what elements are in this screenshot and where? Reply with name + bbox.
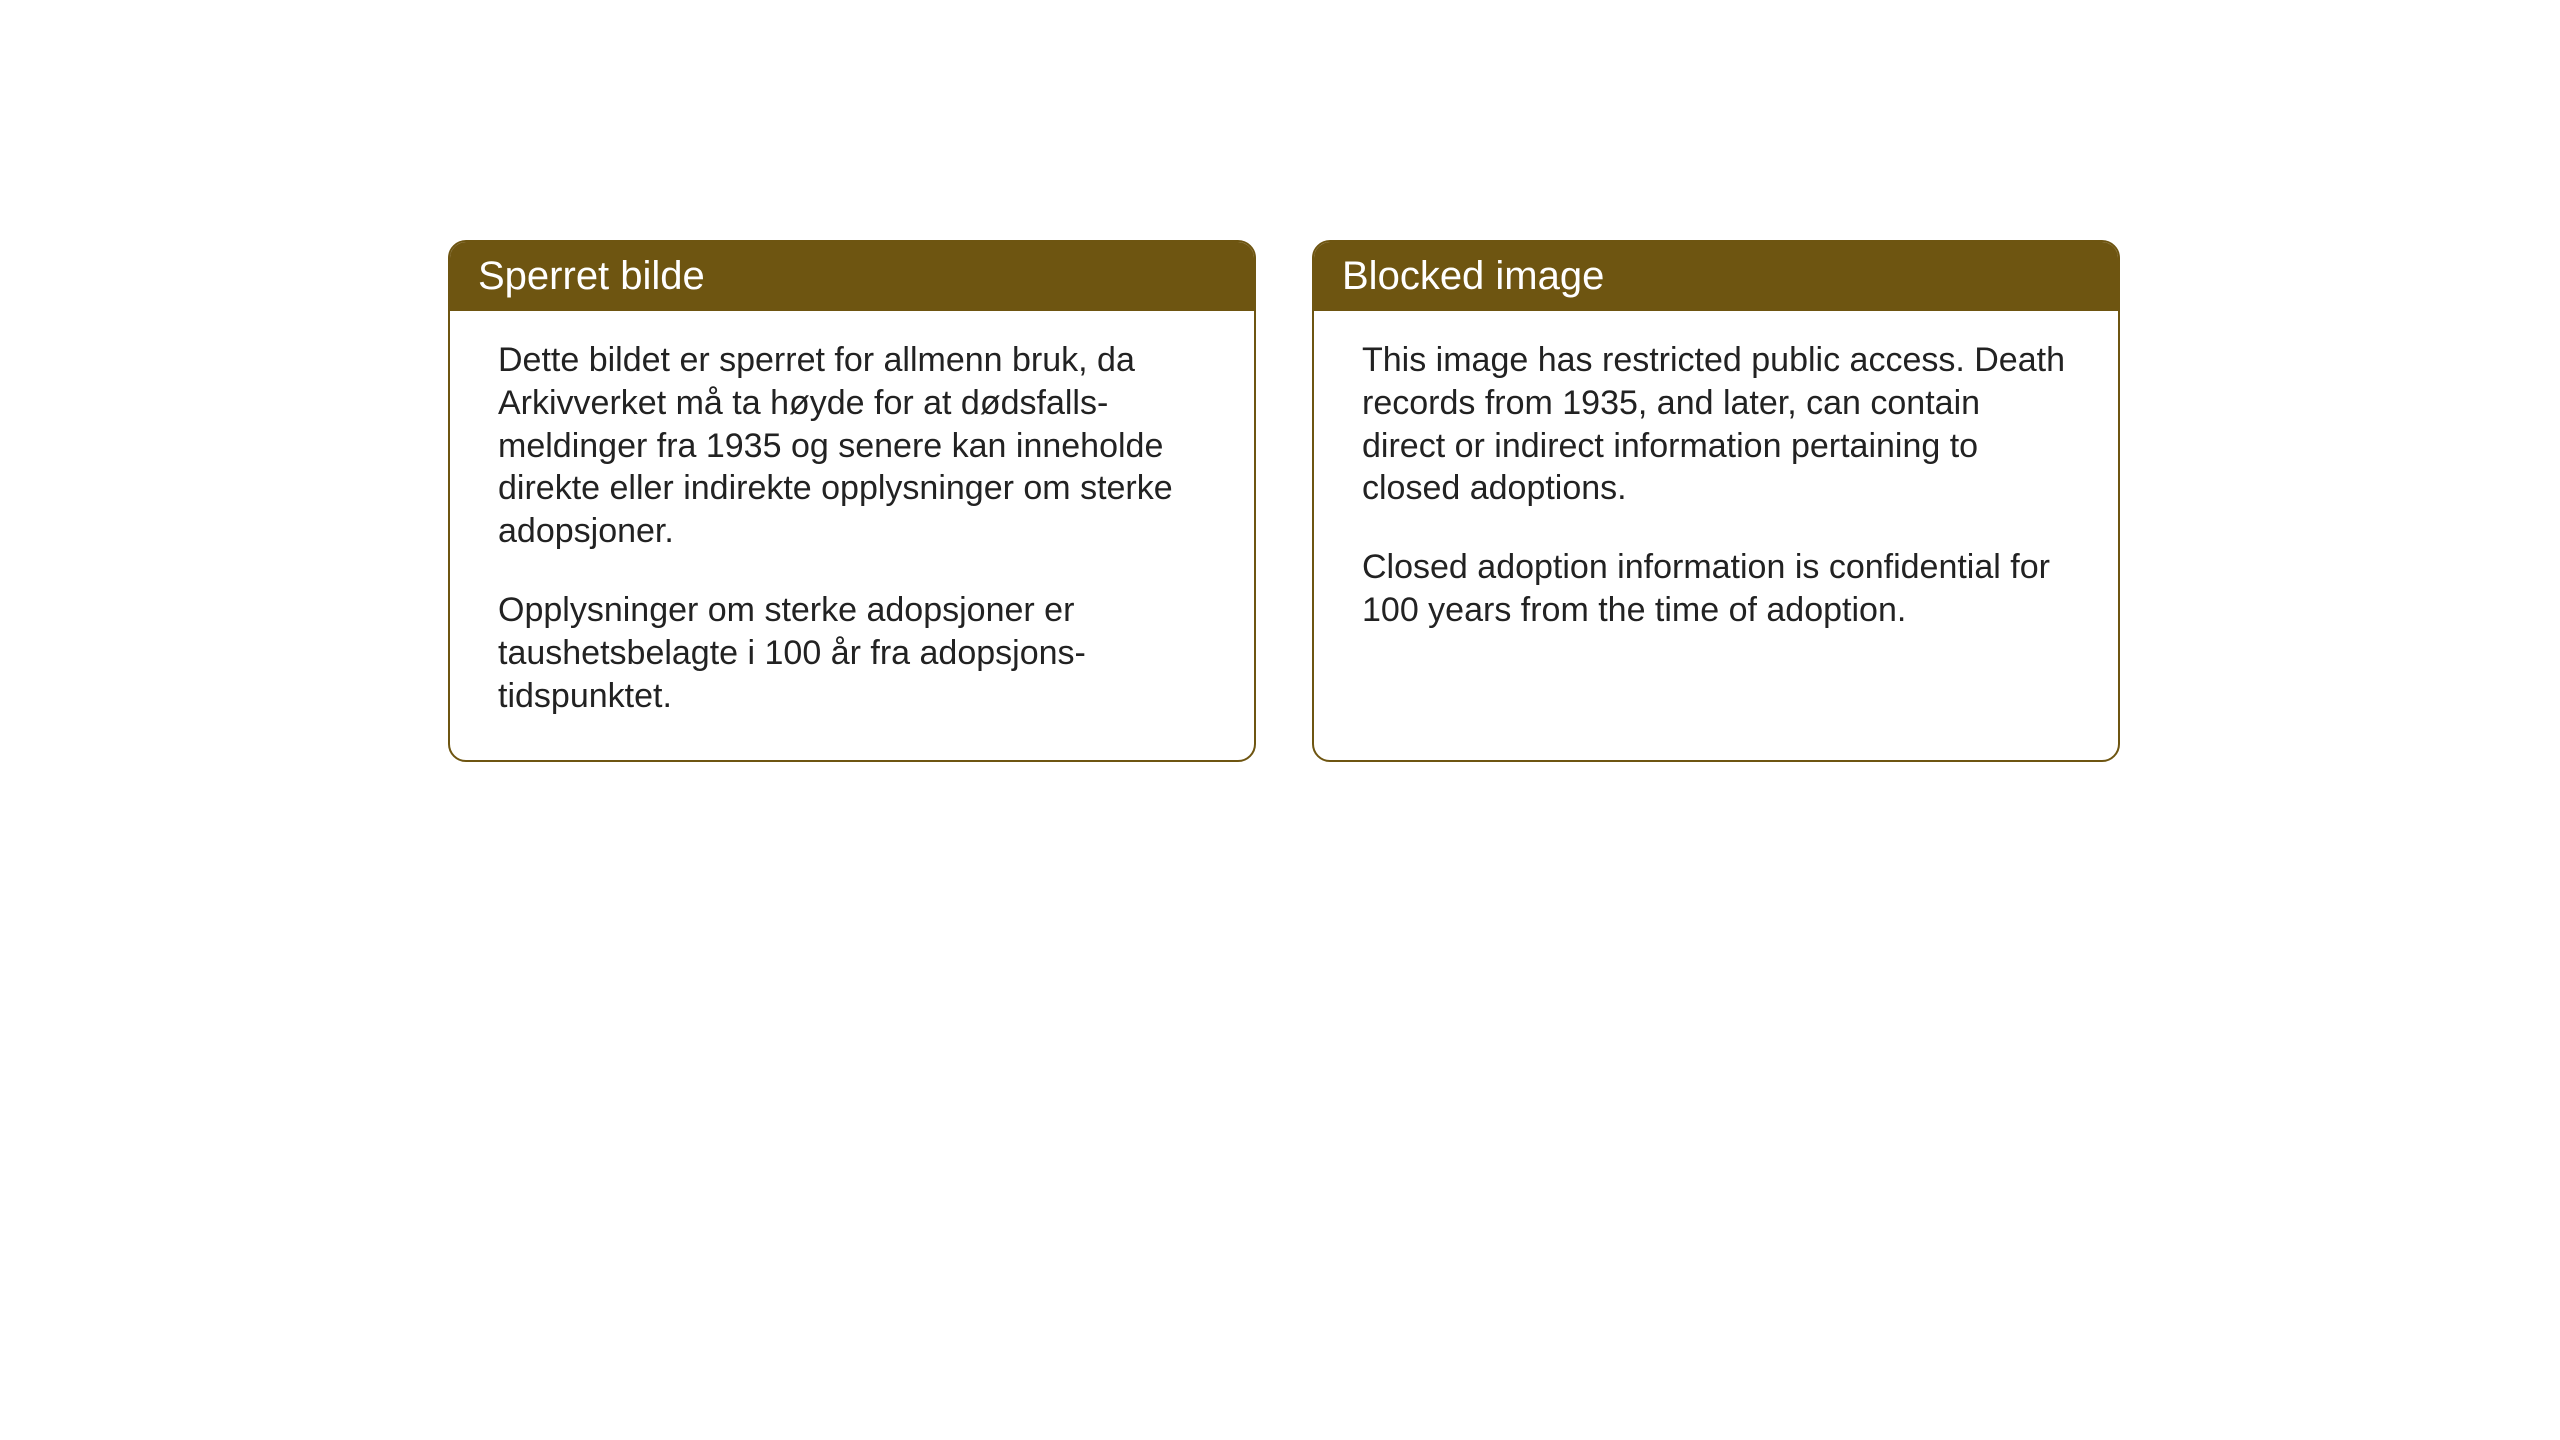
card-body-english: This image has restricted public access.… <box>1314 311 2118 674</box>
notice-card-norwegian: Sperret bilde Dette bildet er sperret fo… <box>448 240 1256 762</box>
card-header-norwegian: Sperret bilde <box>450 242 1254 311</box>
card-paragraph-2-norwegian: Opplysninger om sterke adopsjoner er tau… <box>498 589 1206 717</box>
card-paragraph-1-english: This image has restricted public access.… <box>1362 339 2070 510</box>
card-title-english: Blocked image <box>1342 254 1604 298</box>
card-paragraph-1-norwegian: Dette bildet er sperret for allmenn bruk… <box>498 339 1206 553</box>
notice-card-english: Blocked image This image has restricted … <box>1312 240 2120 762</box>
card-paragraph-2-english: Closed adoption information is confident… <box>1362 546 2070 632</box>
card-body-norwegian: Dette bildet er sperret for allmenn bruk… <box>450 311 1254 760</box>
card-header-english: Blocked image <box>1314 242 2118 311</box>
notice-container: Sperret bilde Dette bildet er sperret fo… <box>448 240 2120 762</box>
card-title-norwegian: Sperret bilde <box>478 254 705 298</box>
